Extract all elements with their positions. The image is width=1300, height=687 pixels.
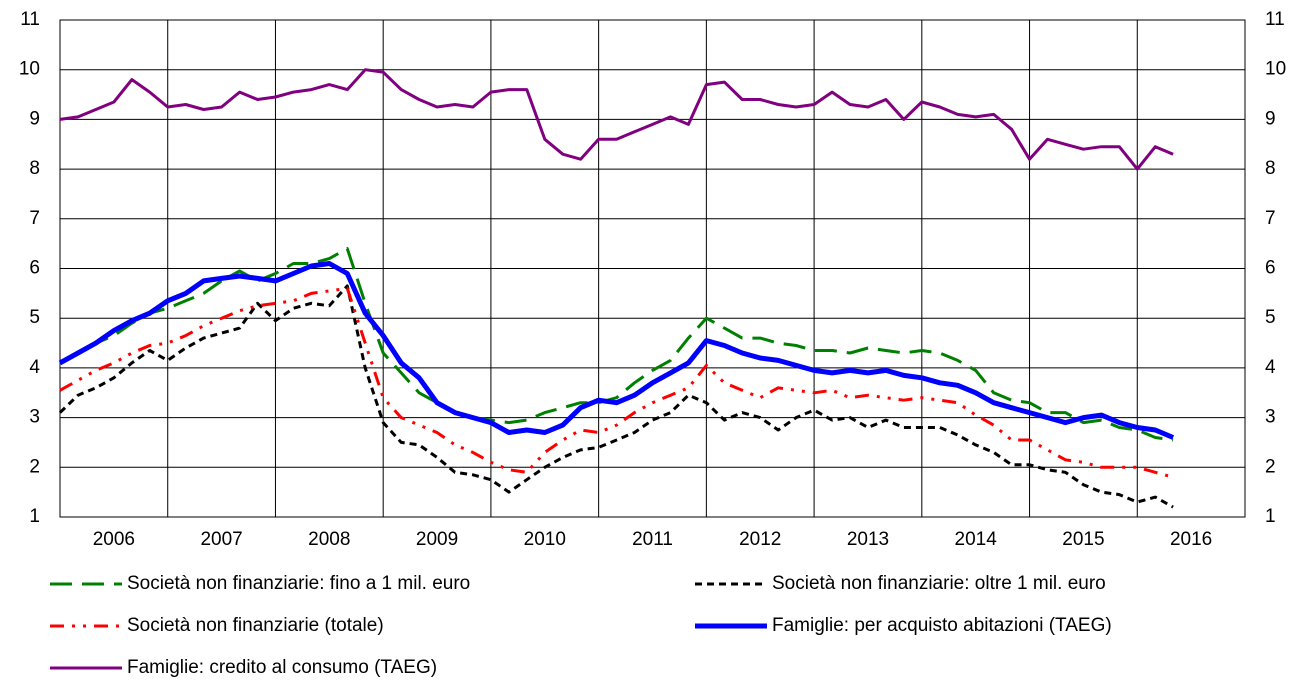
y2-tick-label: 8 [1265, 158, 1276, 179]
legend-label: Famiglie: per acquisto abitazioni (TAEG) [772, 615, 1112, 636]
y2-tick-label: 10 [1265, 59, 1286, 80]
y2-tick-label: 2 [1265, 456, 1276, 477]
x-tick-label: 2015 [1062, 529, 1104, 550]
y2-tick-label: 7 [1265, 208, 1276, 229]
x-tick-label: 2007 [200, 529, 242, 550]
x-tick-label: 2010 [524, 529, 566, 550]
x-tick-label: 2012 [739, 529, 781, 550]
x-tick-label: 2011 [632, 529, 673, 550]
y2-tick-label: 5 [1265, 307, 1276, 328]
x-tick-label: 2014 [955, 529, 998, 550]
y-tick-label: 7 [29, 208, 40, 229]
legend-label: Famiglie: credito al consumo (TAEG) [127, 657, 437, 678]
y2-tick-label: 6 [1265, 258, 1276, 279]
y-tick-label: 4 [29, 357, 40, 378]
x-tick-label: 2013 [847, 529, 889, 550]
y2-tick-label: 1 [1265, 506, 1276, 527]
y-tick-label: 8 [29, 158, 40, 179]
y-tick-label: 11 [20, 9, 40, 30]
y2-tick-label: 3 [1265, 407, 1276, 428]
y-tick-label: 3 [29, 407, 40, 428]
series-line [58, 261, 1175, 440]
legend-label: Società non finanziarie: fino a 1 mil. e… [127, 573, 470, 594]
y-tick-label: 6 [29, 258, 40, 279]
x-tick-label: 2006 [93, 529, 135, 550]
plot-frame [59, 19, 1246, 518]
x-tick-label: 2008 [308, 529, 350, 550]
x-tick-label: 2009 [416, 529, 458, 550]
y-tick-label: 9 [29, 108, 40, 129]
y2-tick-label: 9 [1265, 108, 1276, 129]
y-tick-label: 1 [29, 506, 40, 527]
series-line [59, 68, 1174, 171]
series-line [58, 284, 1174, 509]
y2-tick-label: 11 [1265, 9, 1285, 30]
y-tick-label: 10 [19, 59, 40, 80]
y2-tick-label: 4 [1265, 357, 1276, 378]
series-line [59, 286, 1174, 479]
legend-label: Società non finanziarie: oltre 1 mil. eu… [772, 573, 1106, 594]
y-tick-label: 2 [29, 456, 40, 477]
y-tick-label: 5 [29, 307, 40, 328]
legend-label: Società non finanziarie (totale) [127, 615, 384, 636]
x-tick-label: 2016 [1170, 529, 1212, 550]
